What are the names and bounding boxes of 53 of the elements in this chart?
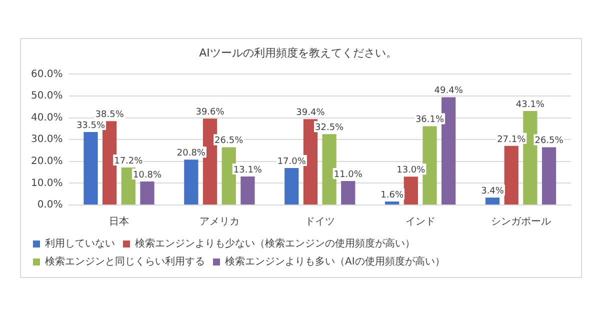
x-tick-label: シンガポール [490, 216, 551, 228]
y-tick-label: 50.0% [30, 90, 63, 102]
x-tick-label: インド [405, 216, 436, 228]
bar [102, 121, 117, 204]
y-tick-label: 0.0% [37, 200, 63, 211]
bar [121, 168, 136, 204]
data-label: 20.8% [176, 148, 206, 158]
bar [504, 146, 518, 204]
data-label: 11.0% [334, 170, 363, 180]
bar [341, 181, 356, 204]
bar [140, 181, 154, 204]
bar [542, 147, 556, 204]
bar [222, 147, 236, 204]
legend-label: 検索エンジンと同じくらい利用する [45, 256, 205, 268]
data-label: 3.4% [481, 186, 504, 196]
data-label: 33.5% [76, 120, 106, 131]
bar [485, 198, 500, 204]
bar [385, 202, 400, 204]
bar [184, 160, 198, 204]
y-tick-label: 40.0% [30, 112, 63, 124]
y-tick-label: 10.0% [30, 178, 63, 189]
data-label: 26.5% [534, 136, 564, 146]
bar [284, 168, 299, 204]
legend-label: 利用していない [45, 238, 115, 250]
data-label: 1.6% [380, 190, 404, 200]
data-label: 39.4% [296, 108, 326, 118]
data-label: 27.1% [497, 134, 526, 145]
y-tick-label: 60.0% [30, 68, 63, 80]
x-tick-label: 日本 [108, 216, 129, 228]
data-label: 26.5% [214, 136, 244, 146]
data-label: 39.6% [196, 108, 225, 118]
data-label: 13.0% [396, 166, 426, 176]
chart-title: AIツールの利用頻度を教えてください。 [199, 46, 397, 60]
data-label: 17.0% [277, 156, 306, 167]
legend-label: 検索エンジンよりも少ない（検索エンジンの使用頻度が高い） [135, 238, 415, 250]
data-label: 10.8% [132, 170, 162, 180]
bar [442, 97, 456, 204]
y-tick-label: 20.0% [30, 156, 63, 167]
bar [404, 176, 418, 204]
data-label: 36.1% [415, 115, 444, 126]
data-label: 43.1% [516, 100, 545, 110]
x-tick-label: ドイツ [304, 216, 335, 228]
data-label: 38.5% [95, 110, 124, 120]
data-label: 32.5% [315, 122, 344, 133]
legend-label: 検索エンジンよりも多い（AIの使用頻度が高い） [225, 256, 445, 268]
data-label: 49.4% [434, 86, 464, 96]
y-tick-label: 30.0% [30, 134, 63, 146]
bar [322, 134, 336, 204]
x-tick-label: アメリカ [199, 216, 240, 228]
bar [84, 132, 98, 204]
bar [240, 176, 255, 204]
data-label: 17.2% [114, 156, 144, 166]
data-label: 13.1% [233, 165, 262, 176]
